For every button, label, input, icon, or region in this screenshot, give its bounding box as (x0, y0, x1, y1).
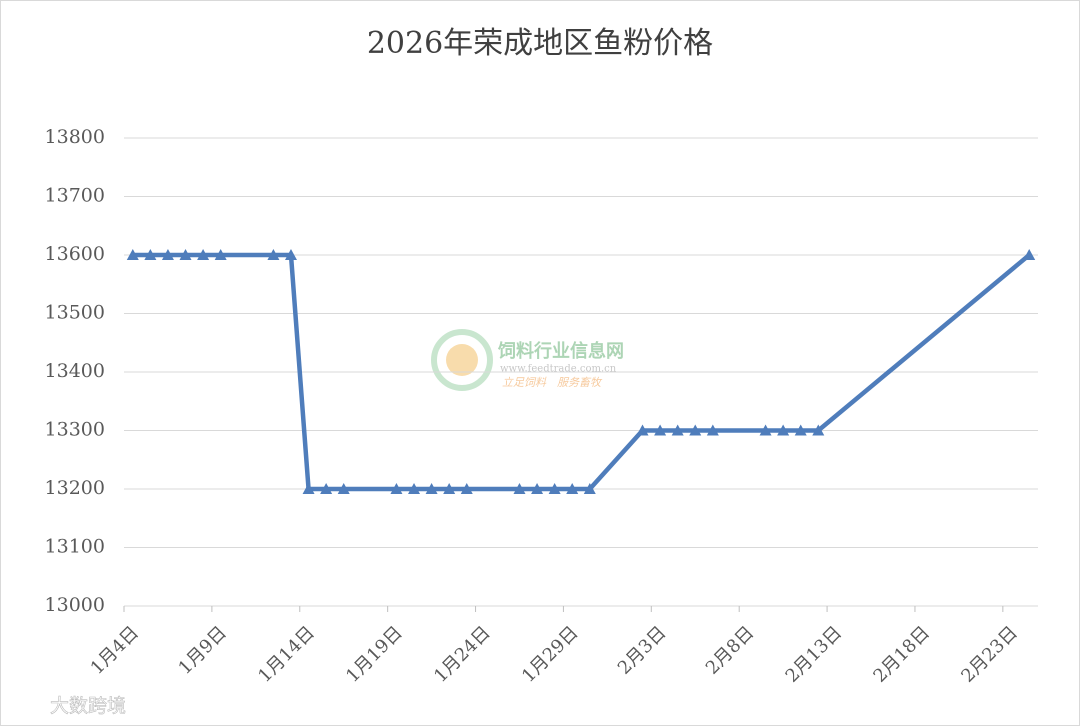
marker (460, 483, 473, 494)
marker (654, 424, 667, 436)
marker (284, 249, 297, 260)
y-tick-label: 13400 (45, 360, 105, 382)
marker (443, 483, 456, 494)
marker (794, 424, 807, 436)
marker (161, 249, 174, 260)
y-tick-label: 13000 (45, 594, 105, 616)
marker (390, 483, 403, 494)
marker (214, 249, 227, 260)
y-tick-label: 13600 (45, 243, 105, 265)
y-tick-label: 13300 (45, 419, 105, 441)
watermark-slogan: 立足饲料 服务畜牧 (502, 376, 603, 389)
marker (759, 424, 772, 436)
marker (425, 483, 438, 494)
marker (671, 424, 684, 436)
watermark-logo (446, 344, 478, 376)
marker (179, 249, 192, 260)
marker (302, 483, 315, 494)
marker (777, 424, 790, 436)
y-tick-label: 13100 (45, 536, 105, 558)
marker (812, 424, 825, 436)
watermark-text: 饲料行业信息网 (497, 340, 624, 362)
marker (197, 249, 210, 260)
chart-title: 2026年荣成地区鱼粉价格 (367, 26, 713, 61)
marker (689, 424, 702, 436)
marker (126, 249, 139, 260)
marker (583, 483, 596, 494)
marker (144, 249, 157, 260)
marker (408, 483, 421, 494)
y-tick-label: 13500 (45, 302, 105, 324)
marker (548, 483, 561, 494)
marker (566, 483, 579, 494)
marker (267, 249, 280, 260)
y-tick-label: 13800 (45, 126, 105, 148)
y-tick-label: 13700 (45, 185, 105, 207)
marker (1023, 249, 1036, 260)
watermark-logo (431, 329, 493, 391)
marker (636, 424, 649, 436)
marker (320, 483, 333, 494)
source-mark: 大数跨境 (50, 695, 126, 717)
watermark-url: www.feedtrade.com.cn (500, 364, 617, 375)
watermark: 饲料行业信息网 www.feedtrade.com.cn 立足饲料 服务畜牧 (431, 329, 624, 391)
marker (531, 483, 544, 494)
marker (706, 424, 719, 436)
marker (513, 483, 526, 494)
y-tick-label: 13200 (45, 477, 105, 499)
marker (337, 483, 350, 494)
